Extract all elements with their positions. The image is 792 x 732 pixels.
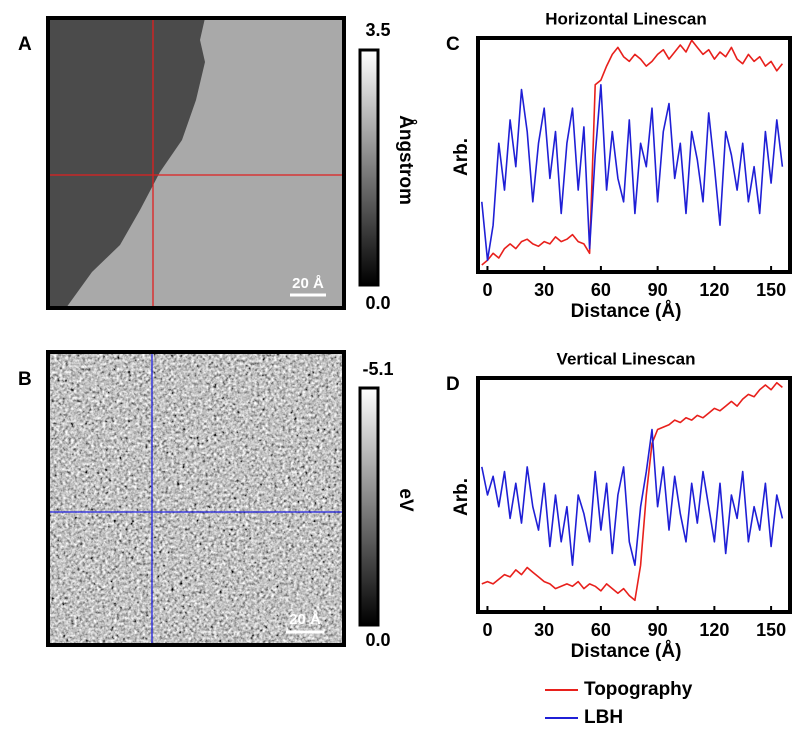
- colorbar: [358, 386, 380, 627]
- panel-label: B: [18, 369, 32, 390]
- x-axis-label: Distance (Å): [571, 641, 682, 662]
- plot-frame: [476, 36, 792, 274]
- x-tick-label: 90: [648, 620, 668, 640]
- series-line: [481, 381, 783, 602]
- topography-image: 20 Å: [46, 16, 346, 310]
- colorbar-unit: eV: [395, 488, 416, 512]
- series-line: [481, 84, 784, 262]
- scale-bar-label: 20 Å: [292, 275, 324, 292]
- colorbar-unit: Ångstrom: [395, 115, 416, 205]
- x-tick-label: 30: [534, 280, 554, 300]
- y-axis-label: Arb.: [451, 478, 472, 516]
- lbh-image: 20 Å: [46, 350, 346, 647]
- image-frame: [46, 16, 346, 310]
- legend-label: LBH: [584, 707, 623, 728]
- image-frame: [46, 350, 346, 647]
- chart-title: Horizontal Linescan: [545, 9, 707, 28]
- x-tick-label: 0: [482, 620, 492, 640]
- y-axis-label: Arb.: [451, 138, 472, 176]
- x-tick-label: 150: [756, 280, 786, 300]
- x-tick-label: 90: [648, 280, 668, 300]
- x-tick-label: 30: [534, 620, 554, 640]
- x-tick-label: 60: [591, 280, 611, 300]
- plot-frame: [476, 376, 792, 614]
- chart-title: Vertical Linescan: [557, 349, 696, 368]
- terrace: [48, 18, 205, 308]
- scale-bar-label: 20 Å: [289, 611, 321, 628]
- panel-label: A: [18, 34, 32, 55]
- panel-label: C: [446, 34, 460, 55]
- colorbar-min: 0.0: [365, 630, 390, 650]
- image-bg: [48, 352, 344, 645]
- colorbar-max: 3.5: [365, 20, 390, 40]
- series-line: [481, 428, 784, 566]
- x-tick-label: 150: [756, 620, 786, 640]
- x-tick-label: 0: [482, 280, 492, 300]
- x-tick-label: 60: [591, 620, 611, 640]
- colorbar: [358, 48, 380, 287]
- legend-label: Topography: [584, 679, 693, 700]
- colorbar-min: 0.0: [365, 293, 390, 313]
- panel-label: D: [446, 374, 460, 395]
- series-line: [481, 39, 784, 266]
- colorbar-max: -5.1: [362, 359, 393, 379]
- x-axis-label: Distance (Å): [571, 301, 682, 322]
- x-tick-label: 120: [699, 620, 729, 640]
- x-tick-label: 120: [699, 280, 729, 300]
